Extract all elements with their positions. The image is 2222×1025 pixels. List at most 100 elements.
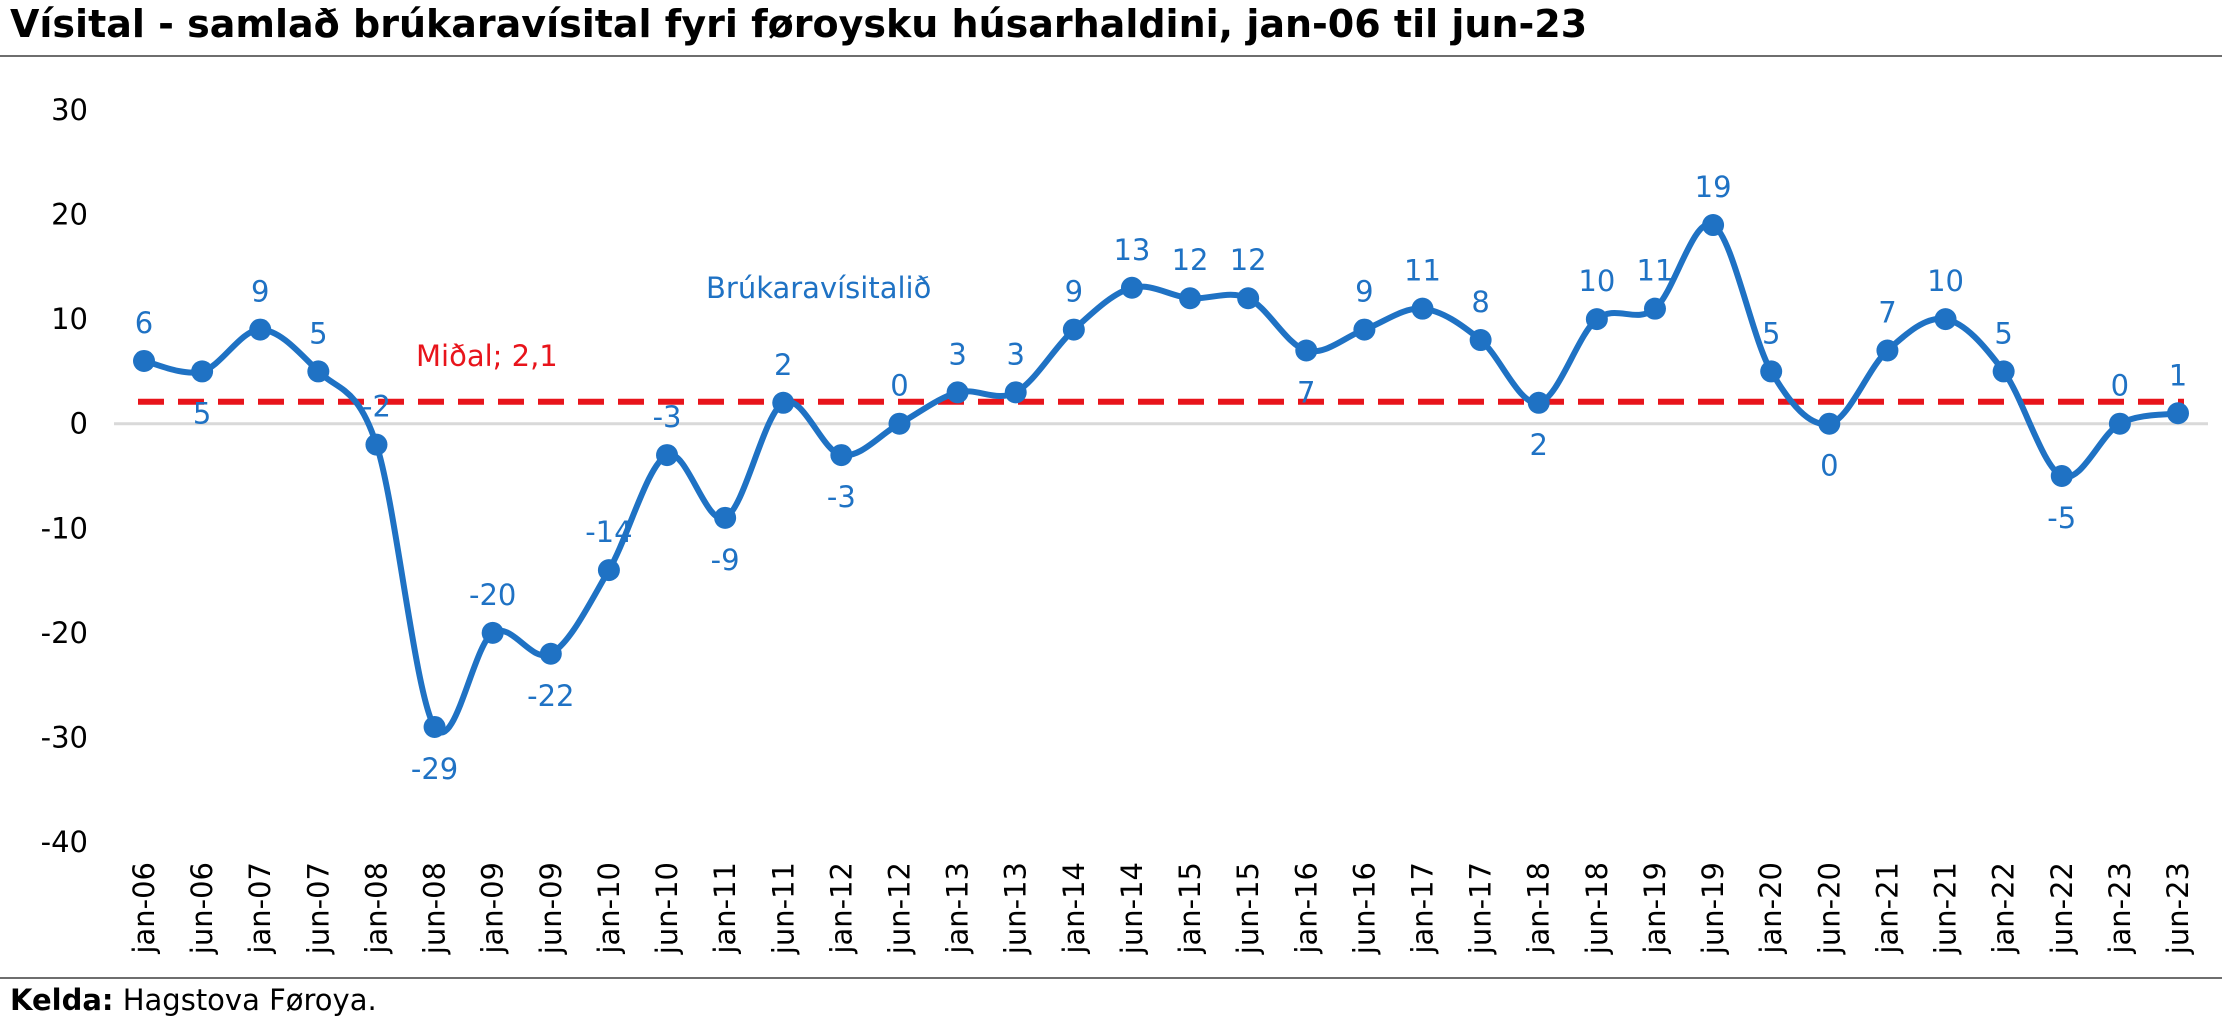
series-line (143, 221, 2179, 736)
data-point (1237, 287, 1260, 310)
data-label: 3 (1006, 337, 1024, 371)
y-tick-label: -10 (41, 511, 88, 545)
data-label: 7 (1878, 296, 1896, 330)
x-tick-label: jun-18 (1580, 862, 1614, 955)
chart-title: Vísital - samlað brúkaravísital fyri før… (10, 2, 1588, 46)
x-tick-label: jan-12 (824, 862, 858, 955)
data-point (1527, 391, 1550, 414)
y-tick-label: -30 (41, 720, 88, 754)
x-tick-label: jan-10 (592, 862, 626, 955)
x-tick-label: jan-16 (1289, 862, 1323, 955)
data-point (1469, 329, 1492, 352)
data-point (423, 715, 446, 738)
data-point (1585, 308, 1608, 331)
x-tick-label: jun-06 (185, 862, 219, 955)
x-tick-label: jan-13 (941, 862, 975, 955)
series-name-label: Brúkaravísitalið (706, 271, 931, 305)
y-tick-label: 20 (51, 198, 88, 232)
x-tick-label: jun-21 (1929, 862, 1963, 955)
data-point (2167, 402, 2189, 425)
x-tick-label: jun-22 (2045, 862, 2079, 955)
average-line-label: Miðal; 2,1 (416, 339, 558, 373)
data-point (1062, 318, 1085, 341)
data-label: 5 (309, 316, 327, 350)
x-tick-label: jun-13 (999, 862, 1033, 955)
data-point (1702, 214, 1725, 237)
x-tick-label: jan-21 (1870, 862, 1904, 955)
data-label: 7 (1297, 376, 1315, 410)
source-note: Kelda: Hagstova Føroya. (10, 983, 377, 1017)
data-label: 0 (2111, 369, 2129, 403)
data-label: 19 (1695, 170, 1732, 204)
data-label: 8 (1471, 285, 1489, 319)
x-tick-label: jan-15 (1173, 862, 1207, 955)
data-point (481, 621, 504, 644)
data-point (830, 444, 853, 467)
x-tick-label: jun-23 (2161, 862, 2195, 955)
data-point (946, 381, 969, 404)
data-label: -3 (653, 400, 682, 434)
data-label: 11 (1404, 254, 1441, 288)
x-tick-label: jun-07 (301, 862, 335, 955)
data-label: 0 (1820, 449, 1838, 483)
x-tick-label: jan-17 (1406, 862, 1440, 955)
x-tick-label: jan-09 (476, 862, 510, 955)
data-label: -14 (585, 515, 632, 549)
data-label: -5 (2047, 501, 2076, 535)
x-tick-label: jan-08 (359, 862, 393, 955)
data-label: 3 (948, 337, 966, 371)
data-label: 2 (774, 348, 792, 382)
y-axis-ticks: 30 20 10 0 -10 -20 -30 -40 (41, 93, 88, 859)
data-point (191, 360, 214, 383)
data-label: -9 (711, 543, 740, 577)
x-tick-label: jun-16 (1347, 862, 1381, 955)
x-tick-label: jun-09 (534, 862, 568, 955)
data-label: 10 (1578, 264, 1615, 298)
x-tick-label: jun-20 (1812, 862, 1846, 955)
data-point (1120, 276, 1143, 299)
x-tick-label: jan-11 (708, 862, 742, 955)
data-point (539, 642, 562, 665)
y-tick-label: 10 (51, 302, 88, 336)
x-tick-label: jun-10 (650, 862, 684, 955)
y-tick-label: -20 (41, 616, 88, 650)
x-tick-label: jun-12 (882, 862, 916, 955)
data-label: -2 (362, 390, 391, 424)
y-tick-label: 30 (51, 93, 88, 127)
source-label: Kelda: (10, 983, 114, 1017)
data-label: 0 (890, 369, 908, 403)
data-label: -29 (411, 752, 458, 786)
x-tick-label: jun-08 (418, 862, 452, 955)
data-point (656, 444, 679, 467)
data-label: 9 (1065, 275, 1083, 309)
data-label: 9 (251, 275, 269, 309)
data-label: 10 (1927, 264, 1964, 298)
data-label: 12 (1172, 243, 1209, 277)
data-label: 5 (1994, 316, 2012, 350)
source-text: Hagstova Føroya. (122, 983, 377, 1017)
average-reference-group: Miðal; 2,1 (138, 339, 2184, 405)
series-group: Brúkaravísitalið (133, 214, 2189, 738)
data-label: 6 (135, 306, 153, 340)
x-tick-label: jun-17 (1464, 862, 1498, 955)
data-point (1179, 287, 1202, 310)
data-point (714, 506, 737, 529)
x-tick-label: jun-14 (1115, 862, 1149, 955)
x-tick-label: jun-19 (1696, 862, 1730, 955)
data-label: 1 (2169, 358, 2187, 392)
data-point (2108, 412, 2131, 435)
data-point (1004, 381, 1027, 404)
x-tick-label: jan-14 (1057, 862, 1091, 955)
data-label: 9 (1355, 275, 1373, 309)
x-tick-label: jan-20 (1754, 862, 1788, 955)
data-point (888, 412, 911, 435)
data-label: 12 (1230, 243, 1267, 277)
y-tick-label: -40 (41, 825, 88, 859)
x-tick-label: jan-06 (127, 862, 161, 955)
data-point (1295, 339, 1318, 362)
data-point (1934, 308, 1957, 331)
data-point (1643, 297, 1666, 320)
data-point (1876, 339, 1899, 362)
x-tick-label: jan-19 (1638, 862, 1672, 955)
data-label: 5 (193, 396, 211, 430)
